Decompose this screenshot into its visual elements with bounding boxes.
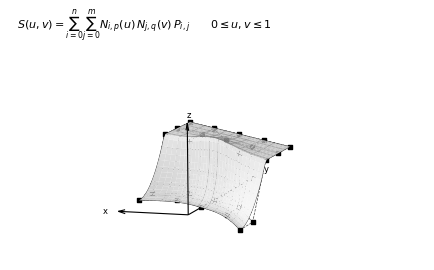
Text: $S(u,v) = \sum_{i=0}^{n}\sum_{j=0}^{m} N_{i,p}(u)\, N_{j,q}(v)\, P_{i,j} \quad\q: $S(u,v) = \sum_{i=0}^{n}\sum_{j=0}^{m} N… xyxy=(17,8,272,45)
